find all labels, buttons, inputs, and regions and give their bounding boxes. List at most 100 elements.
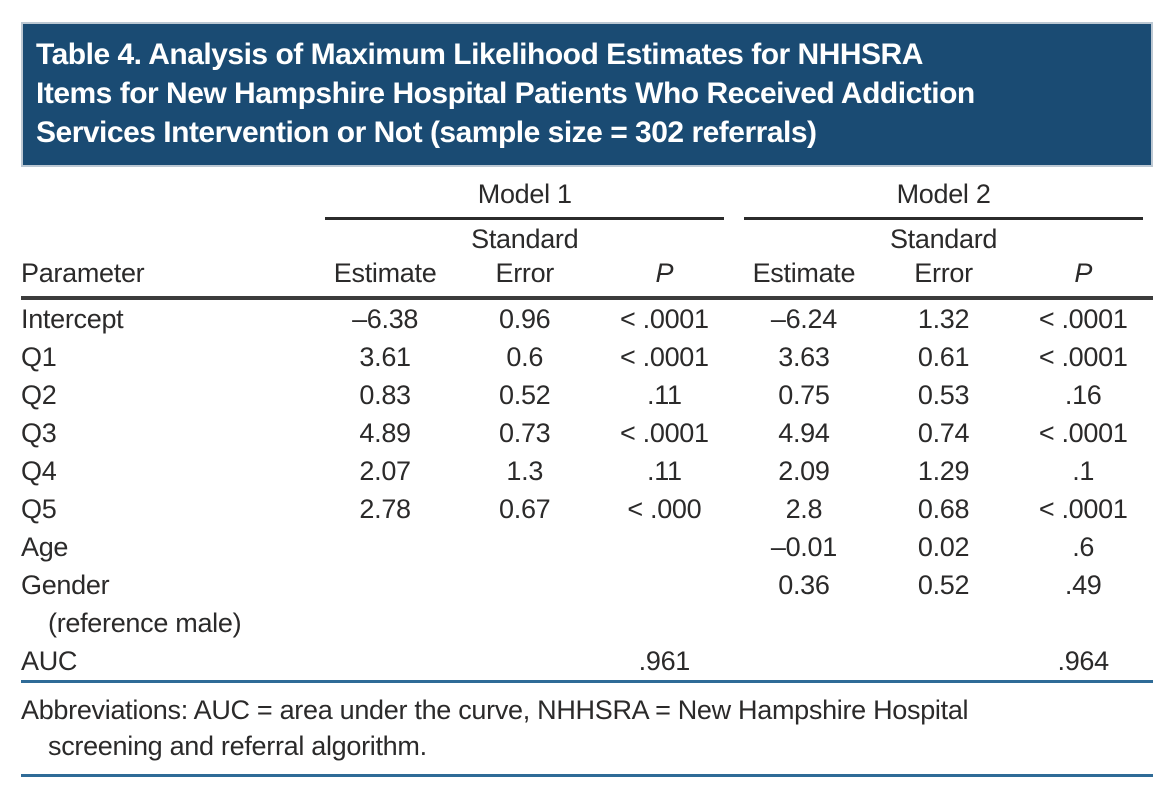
subheader-spacer xyxy=(21,220,315,258)
subheader-standard-model-1: Standard xyxy=(471,224,579,254)
table-cell xyxy=(315,642,455,683)
row-label: Gender xyxy=(21,570,110,600)
subheader-spacer xyxy=(315,220,455,258)
table-cell: 0.53 xyxy=(917,380,970,410)
col-header-estimate-m2: Estimate xyxy=(734,258,874,300)
row-label: Q4 xyxy=(21,456,57,486)
row-label: Q1 xyxy=(21,342,57,372)
table-cell xyxy=(595,604,735,642)
table-cell: –6.38 xyxy=(352,304,419,334)
table-cell xyxy=(455,528,595,566)
table-title-line-2: Items for New Hampshire Hospital Patient… xyxy=(36,77,975,110)
standard-subheader-row: Standard Standard xyxy=(21,220,1153,258)
table-title: Table 4. Analysis of Maximum Likelihood … xyxy=(21,22,1153,167)
row-label: (reference male) xyxy=(48,608,242,638)
table-cell: –0.01 xyxy=(770,532,837,562)
col-header-p-m1: P xyxy=(594,258,735,300)
table-cell: < .0001 xyxy=(619,418,709,448)
table-cell xyxy=(315,566,455,604)
table-cell: .6 xyxy=(1072,532,1095,562)
group-header-model-1-label: Model 1 xyxy=(325,177,725,220)
table-cell xyxy=(315,528,455,566)
table-cell: 4.89 xyxy=(359,418,411,448)
table-cell xyxy=(734,604,874,642)
table-row-q1: Q1 3.61 0.6 < .0001 3.63 0.61 < .0001 xyxy=(21,338,1153,376)
subheader-standard-model-2: Standard xyxy=(889,224,998,254)
footnote-line-1: Abbreviations: AUC = area under the curv… xyxy=(21,695,969,725)
footnote-line-2: screening and referral algorithm. xyxy=(48,731,427,761)
col-header-parameter: Parameter xyxy=(21,258,316,300)
table-cell xyxy=(315,604,455,642)
table-cell: 0.83 xyxy=(359,380,411,410)
table-cell xyxy=(454,642,595,683)
col-header-standard-error-m1: Error xyxy=(454,258,595,300)
group-header-model-1: Model 1 xyxy=(315,167,734,220)
table-cell: 0.02 xyxy=(917,532,970,562)
table-cell: 0.52 xyxy=(917,570,970,600)
table-title-line-1: Table 4. Analysis of Maximum Likelihood … xyxy=(36,38,923,71)
table-cell: .11 xyxy=(647,456,682,486)
table-cell: .49 xyxy=(1064,570,1102,600)
row-label: AUC xyxy=(21,642,316,683)
table-row-auc: AUC .961 .964 xyxy=(21,642,1153,683)
table-row-reference-male: (reference male) xyxy=(21,604,1153,642)
table-cell: .961 xyxy=(594,642,735,683)
footnote: Abbreviations: AUC = area under the curv… xyxy=(21,683,1153,777)
table-cell: .964 xyxy=(1013,642,1153,683)
table-cell: < .0001 xyxy=(619,304,709,334)
table-cell xyxy=(734,642,874,683)
table-cell: .11 xyxy=(647,380,682,410)
row-label: Age xyxy=(21,532,69,562)
table-row-q4: Q4 2.07 1.3 .11 2.09 1.29 .1 xyxy=(21,452,1153,490)
table-cell: < .0001 xyxy=(1038,494,1128,524)
table-cell: 0.61 xyxy=(917,342,970,372)
table-cell: 3.61 xyxy=(359,342,411,372)
table-cell xyxy=(873,642,1014,683)
table-cell: 0.96 xyxy=(499,304,551,334)
table-cell: 2.09 xyxy=(778,456,830,486)
table-cell: < .0001 xyxy=(619,342,709,372)
row-label: Q3 xyxy=(21,418,57,448)
table-cell: < .0001 xyxy=(1038,304,1128,334)
subheader-spacer xyxy=(595,220,735,258)
subheader-spacer xyxy=(734,220,874,258)
group-header-spacer xyxy=(21,167,315,220)
table-cell: 0.73 xyxy=(499,418,551,448)
table-title-line-3: Services Intervention or Not (sample siz… xyxy=(36,116,817,149)
col-header-standard-error-m2: Error xyxy=(873,258,1014,300)
table-cell xyxy=(874,604,1014,642)
table-cell xyxy=(455,566,595,604)
table-cell xyxy=(1013,604,1153,642)
table-row-intercept: Intercept –6.38 0.96 < .0001 –6.24 1.32 … xyxy=(21,298,1153,338)
table-cell: 1.29 xyxy=(917,456,970,486)
table-cell: 0.52 xyxy=(499,380,551,410)
table-row-q5: Q5 2.78 0.67 < .000 2.8 0.68 < .0001 xyxy=(21,490,1153,528)
table-cell: 0.67 xyxy=(499,494,551,524)
table-row-q2: Q2 0.83 0.52 .11 0.75 0.53 .16 xyxy=(21,376,1153,414)
table-cell: 0.36 xyxy=(778,570,830,600)
model-group-header-row: Model 1 Model 2 xyxy=(21,167,1153,220)
table-row-gender: Gender 0.36 0.52 .49 xyxy=(21,566,1153,604)
table-cell: 1.3 xyxy=(506,456,544,486)
table-cell: 2.07 xyxy=(359,456,411,486)
table-cell: 2.8 xyxy=(785,494,823,524)
table-cell xyxy=(595,566,735,604)
table-row-q3: Q3 4.89 0.73 < .0001 4.94 0.74 < .0001 xyxy=(21,414,1153,452)
subheader-spacer xyxy=(1013,220,1153,258)
table-cell: 0.74 xyxy=(917,418,970,448)
table-cell: 1.32 xyxy=(917,304,970,334)
table-row-age: Age –0.01 0.02 .6 xyxy=(21,528,1153,566)
col-header-p-m2: P xyxy=(1013,258,1153,300)
group-header-model-2-label: Model 2 xyxy=(744,177,1143,220)
table-cell: 2.78 xyxy=(359,494,411,524)
ml-estimates-table: Model 1 Model 2 Standard Standard Parame… xyxy=(21,167,1153,683)
table-cell: 3.63 xyxy=(778,342,830,372)
table-cell: .1 xyxy=(1072,456,1095,486)
table-cell: < .0001 xyxy=(1038,418,1128,448)
row-label: Q5 xyxy=(21,494,57,524)
table-cell: 4.94 xyxy=(778,418,830,448)
table-cell: 0.68 xyxy=(917,494,970,524)
table-cell: .16 xyxy=(1064,380,1102,410)
table-cell xyxy=(595,528,735,566)
